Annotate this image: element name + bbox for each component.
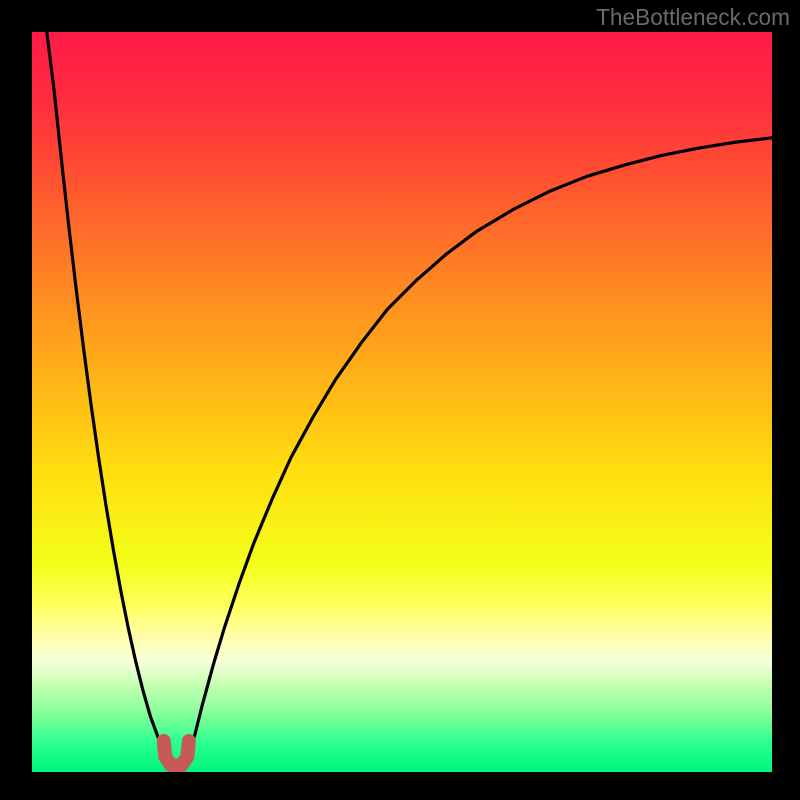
plot-frame [30,30,770,770]
attribution-text: TheBottleneck.com [596,4,790,31]
chart-stage: TheBottleneck.com [0,0,800,800]
plot-svg [32,32,772,772]
plot-background [32,32,772,772]
